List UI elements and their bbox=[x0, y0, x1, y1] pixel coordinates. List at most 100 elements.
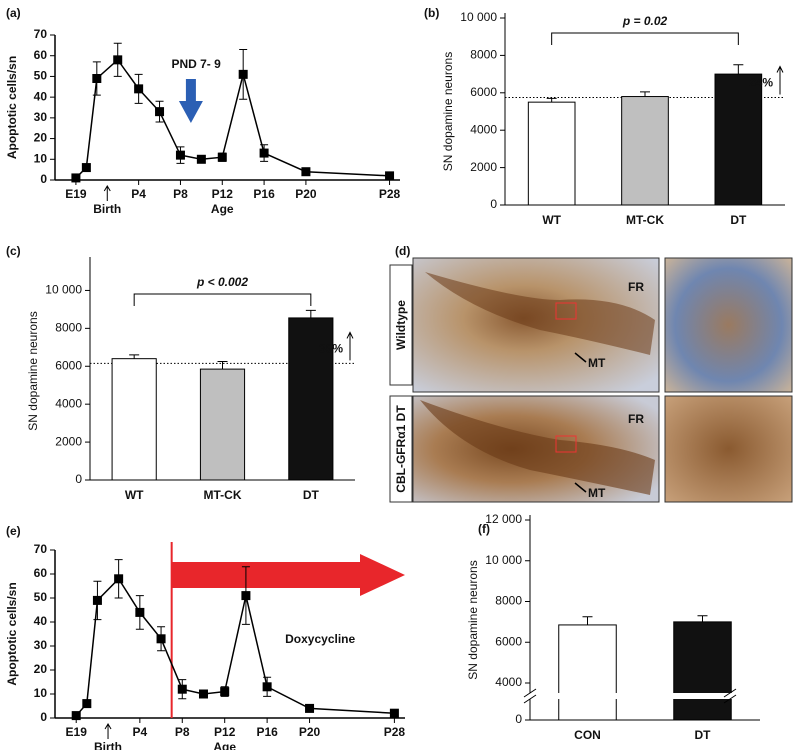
birth-label: Birth bbox=[93, 202, 121, 216]
data-point bbox=[135, 607, 145, 617]
data-point bbox=[241, 591, 251, 601]
data-point bbox=[113, 55, 123, 65]
y-tick-label: 50 bbox=[34, 590, 48, 604]
x-tick-label: MT-CK bbox=[204, 488, 242, 502]
y-tick-label: 30 bbox=[34, 110, 48, 124]
error-bar bbox=[546, 97, 557, 103]
y-tick-label: 6000 bbox=[470, 85, 497, 99]
y-tick-label: 4000 bbox=[55, 396, 82, 410]
y-tick-label: 0 bbox=[490, 197, 497, 211]
bar bbox=[621, 96, 669, 206]
y-tick-label: 10 000 bbox=[460, 10, 497, 24]
x-tick-label: P16 bbox=[256, 725, 278, 739]
micrograph-zoom bbox=[664, 395, 793, 503]
row-label-box bbox=[389, 264, 413, 386]
data-point bbox=[389, 708, 399, 718]
data-point bbox=[220, 687, 230, 697]
x-tick-label: DT bbox=[303, 488, 320, 502]
x-axis-label: Age bbox=[213, 740, 236, 750]
y-tick-label: 40 bbox=[34, 89, 48, 103]
data-point bbox=[92, 74, 102, 83]
bar bbox=[199, 368, 246, 481]
y-tick-label: 40 bbox=[34, 614, 48, 628]
pointer bbox=[574, 482, 587, 493]
birth-arrow bbox=[103, 185, 111, 201]
bar bbox=[288, 317, 334, 481]
data-line bbox=[75, 58, 390, 179]
increase-arrow bbox=[776, 65, 784, 95]
data-point bbox=[305, 703, 315, 713]
region-label: FR bbox=[628, 412, 644, 426]
data-point bbox=[71, 173, 81, 183]
y-tick-label: 0 bbox=[40, 710, 47, 724]
x-tick-label: DT bbox=[695, 728, 712, 742]
treatment-arrow bbox=[171, 554, 405, 596]
stained-region bbox=[420, 400, 655, 495]
x-tick-label: P12 bbox=[214, 725, 236, 739]
data-point bbox=[155, 107, 165, 117]
y-axis-label: Apoptotic cells/sn bbox=[5, 56, 19, 159]
data-point bbox=[156, 634, 166, 644]
y-axis-label: SN dopamine neurons bbox=[26, 311, 40, 430]
data-point bbox=[196, 154, 206, 164]
error-bar bbox=[697, 615, 708, 622]
bar bbox=[558, 624, 617, 721]
birth-arrow bbox=[104, 723, 112, 739]
error-bar bbox=[733, 64, 744, 75]
micrograph-zoom bbox=[664, 257, 793, 393]
x-tick-label: P8 bbox=[173, 187, 188, 201]
y-axis-label: SN dopamine neurons bbox=[466, 560, 480, 679]
error-bar bbox=[582, 616, 593, 625]
panel-label: (f) bbox=[478, 522, 490, 536]
y-tick-label: 6000 bbox=[55, 358, 82, 372]
x-tick-label: P20 bbox=[299, 725, 321, 739]
data-point bbox=[262, 682, 272, 692]
data-point bbox=[81, 163, 91, 173]
data-point bbox=[385, 171, 395, 181]
data-point bbox=[71, 711, 81, 721]
y-tick-label: 0 bbox=[75, 472, 82, 486]
increase-label: 39% bbox=[319, 342, 343, 356]
significance-label: p = 0.02 bbox=[622, 14, 668, 28]
y-tick-label: 2000 bbox=[470, 160, 497, 174]
y-tick-label: 0 bbox=[515, 712, 522, 726]
y-tick-label: 4000 bbox=[470, 122, 497, 136]
x-tick-label: P12 bbox=[212, 187, 234, 201]
bar bbox=[111, 358, 157, 481]
x-tick-label: MT-CK bbox=[626, 213, 664, 227]
y-axis-label: SN dopamine neurons bbox=[441, 52, 455, 171]
panel-label: (c) bbox=[6, 244, 21, 258]
y-tick-label: 10 bbox=[34, 151, 48, 165]
y-tick-label: 8000 bbox=[55, 321, 82, 335]
tract-label: MT bbox=[588, 486, 606, 500]
error-bar bbox=[129, 354, 140, 359]
data-point bbox=[301, 167, 311, 177]
y-tick-label: 8000 bbox=[495, 594, 522, 608]
data-point bbox=[198, 689, 208, 699]
x-tick-label: CON bbox=[574, 728, 601, 742]
y-tick-label: 50 bbox=[34, 69, 48, 83]
panel-label: (b) bbox=[424, 6, 439, 20]
panel-d: (d) Wildtype FR MT CBL-GFRα1 DT FR MT bbox=[389, 244, 793, 503]
error-bar bbox=[217, 361, 228, 370]
x-tick-label: P20 bbox=[295, 187, 317, 201]
row-label: Wildtype bbox=[394, 300, 408, 350]
x-tick-label: E19 bbox=[66, 725, 88, 739]
zoom-box bbox=[555, 302, 577, 320]
error-bar bbox=[640, 91, 650, 97]
y-axis-label: Apoptotic cells/sn bbox=[5, 582, 19, 685]
significance-label: p < 0.002 bbox=[196, 275, 248, 289]
data-point bbox=[259, 148, 269, 158]
data-point bbox=[92, 595, 102, 605]
y-tick-label: 0 bbox=[40, 172, 47, 186]
y-tick-label: 4000 bbox=[495, 675, 522, 689]
y-tick-label: 10 000 bbox=[485, 553, 522, 567]
x-axis-label: Age bbox=[211, 202, 234, 216]
x-tick-label: WT bbox=[542, 213, 561, 227]
y-tick-label: 2000 bbox=[55, 434, 82, 448]
y-tick-label: 10 bbox=[34, 686, 48, 700]
bar bbox=[673, 621, 732, 721]
window-label: PND 7- 9 bbox=[171, 57, 221, 71]
